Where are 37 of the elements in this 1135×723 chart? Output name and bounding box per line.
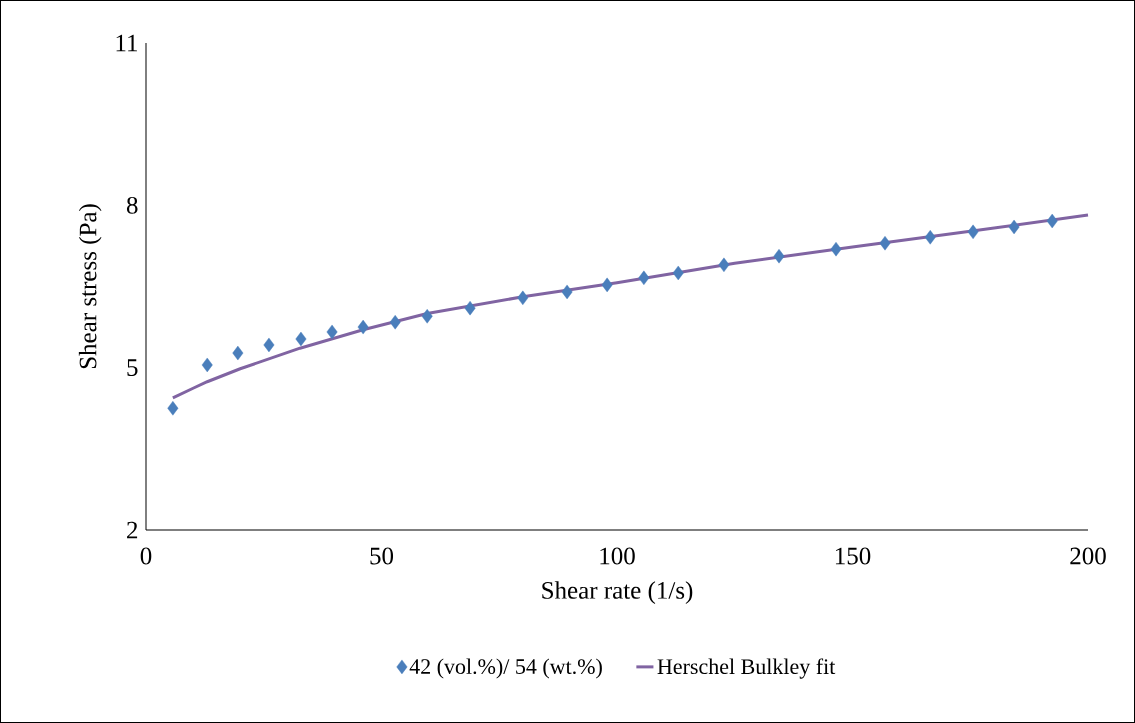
x-tick-label: 50 <box>370 547 394 565</box>
point <box>1046 213 1058 229</box>
y-tick-label: 2 <box>127 521 138 539</box>
legend-label: Herschel Bulkley fit <box>657 658 836 679</box>
point <box>232 345 244 361</box>
point <box>295 331 307 347</box>
point <box>561 284 573 300</box>
y-tick-label: 8 <box>126 196 138 214</box>
point <box>672 265 684 281</box>
point <box>263 337 275 353</box>
x-tick-label: 0 <box>140 547 152 565</box>
point <box>326 324 338 340</box>
x-tick-label: 100 <box>600 547 635 565</box>
point <box>967 224 979 240</box>
x-axis-title: Shear rate (1/s) <box>542 581 693 604</box>
point <box>879 236 891 251</box>
point <box>638 270 650 286</box>
point <box>421 309 433 324</box>
point <box>773 249 785 264</box>
x-tick-label: 200 <box>1070 547 1106 565</box>
point <box>201 357 213 373</box>
point <box>718 257 730 273</box>
y-tick-label: 11 <box>116 34 137 52</box>
y-axis-title: Shear stress (Pa) <box>78 204 102 369</box>
point <box>830 241 842 257</box>
y-tick-label: 5 <box>127 359 138 376</box>
point <box>464 300 476 316</box>
legend-label: 42 (vol.%)/ 54 (wt.%) <box>409 658 602 679</box>
point <box>357 319 369 335</box>
point <box>601 277 613 293</box>
point <box>389 315 401 330</box>
point <box>167 401 179 416</box>
point <box>924 230 936 245</box>
line-series <box>171 213 1090 400</box>
x-tick-label: 150 <box>835 547 871 565</box>
point <box>517 290 529 306</box>
point <box>1008 219 1020 235</box>
